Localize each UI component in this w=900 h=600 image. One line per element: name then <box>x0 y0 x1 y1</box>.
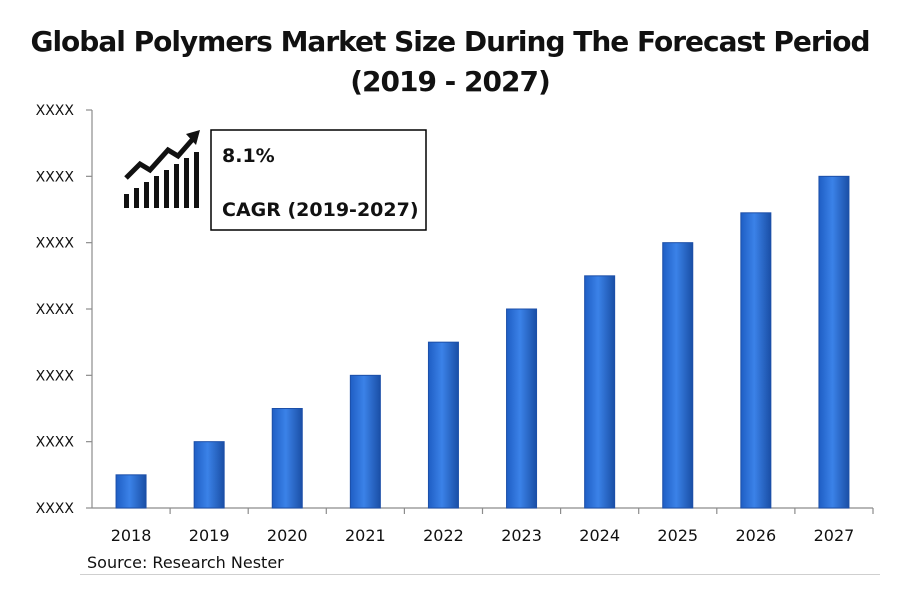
x-tick-label: 2025 <box>657 526 698 545</box>
bar-2022 <box>427 341 459 509</box>
bar-2019 <box>193 441 225 509</box>
y-tick-label: XXXX <box>36 236 75 252</box>
y-tick-label: XXXX <box>36 302 75 318</box>
y-tick-label: XXXX <box>36 169 75 185</box>
bar-2018 <box>115 474 147 509</box>
tick-labels: XXXX XXXX XXXX XXXX XXXX XXXX XXXX 2018 2019 2020… <box>36 103 855 545</box>
x-tick-label: 2022 <box>423 526 464 545</box>
chart-title: Global Polymers Market Size During The F… <box>0 22 900 102</box>
chart-title-line-1: Global Polymers Market Size During The F… <box>30 25 870 58</box>
y-tick-label: XXXX <box>36 368 75 384</box>
bar-2027 <box>818 175 850 509</box>
cagr-label: CAGR (2019-2027) <box>222 199 419 221</box>
x-tick-label: 2020 <box>267 526 308 545</box>
bars <box>115 175 850 509</box>
bar-2023 <box>506 308 538 509</box>
x-tick-label: 2026 <box>735 526 776 545</box>
x-tick-label: 2021 <box>345 526 386 545</box>
x-tick-label: 2019 <box>189 526 230 545</box>
bar-2020 <box>271 408 303 509</box>
cagr-value: 8.1% <box>222 145 275 167</box>
x-tick-label: 2024 <box>579 526 620 545</box>
growth-chart-arrow-icon <box>124 130 200 208</box>
cagr-callout-box <box>210 129 427 231</box>
x-tick-label: 2023 <box>501 526 542 545</box>
bar-2026 <box>740 212 772 509</box>
y-tick-label: XXXX <box>36 501 75 517</box>
bar-2021 <box>349 374 381 509</box>
bar-2024 <box>584 275 616 509</box>
source-note: Source: Research Nester <box>87 553 284 572</box>
chart-title-line-2: (2019 - 2027) <box>350 65 551 98</box>
bottom-divider <box>80 574 880 575</box>
cagr-callout: 8.1% CAGR (2019-2027) <box>124 129 427 231</box>
bar-2025 <box>662 242 694 509</box>
y-tick-label: XXXX <box>36 435 75 451</box>
x-tick-label: 2027 <box>814 526 855 545</box>
y-tick-label: XXXX <box>36 103 75 119</box>
x-tick-label: 2018 <box>111 526 152 545</box>
